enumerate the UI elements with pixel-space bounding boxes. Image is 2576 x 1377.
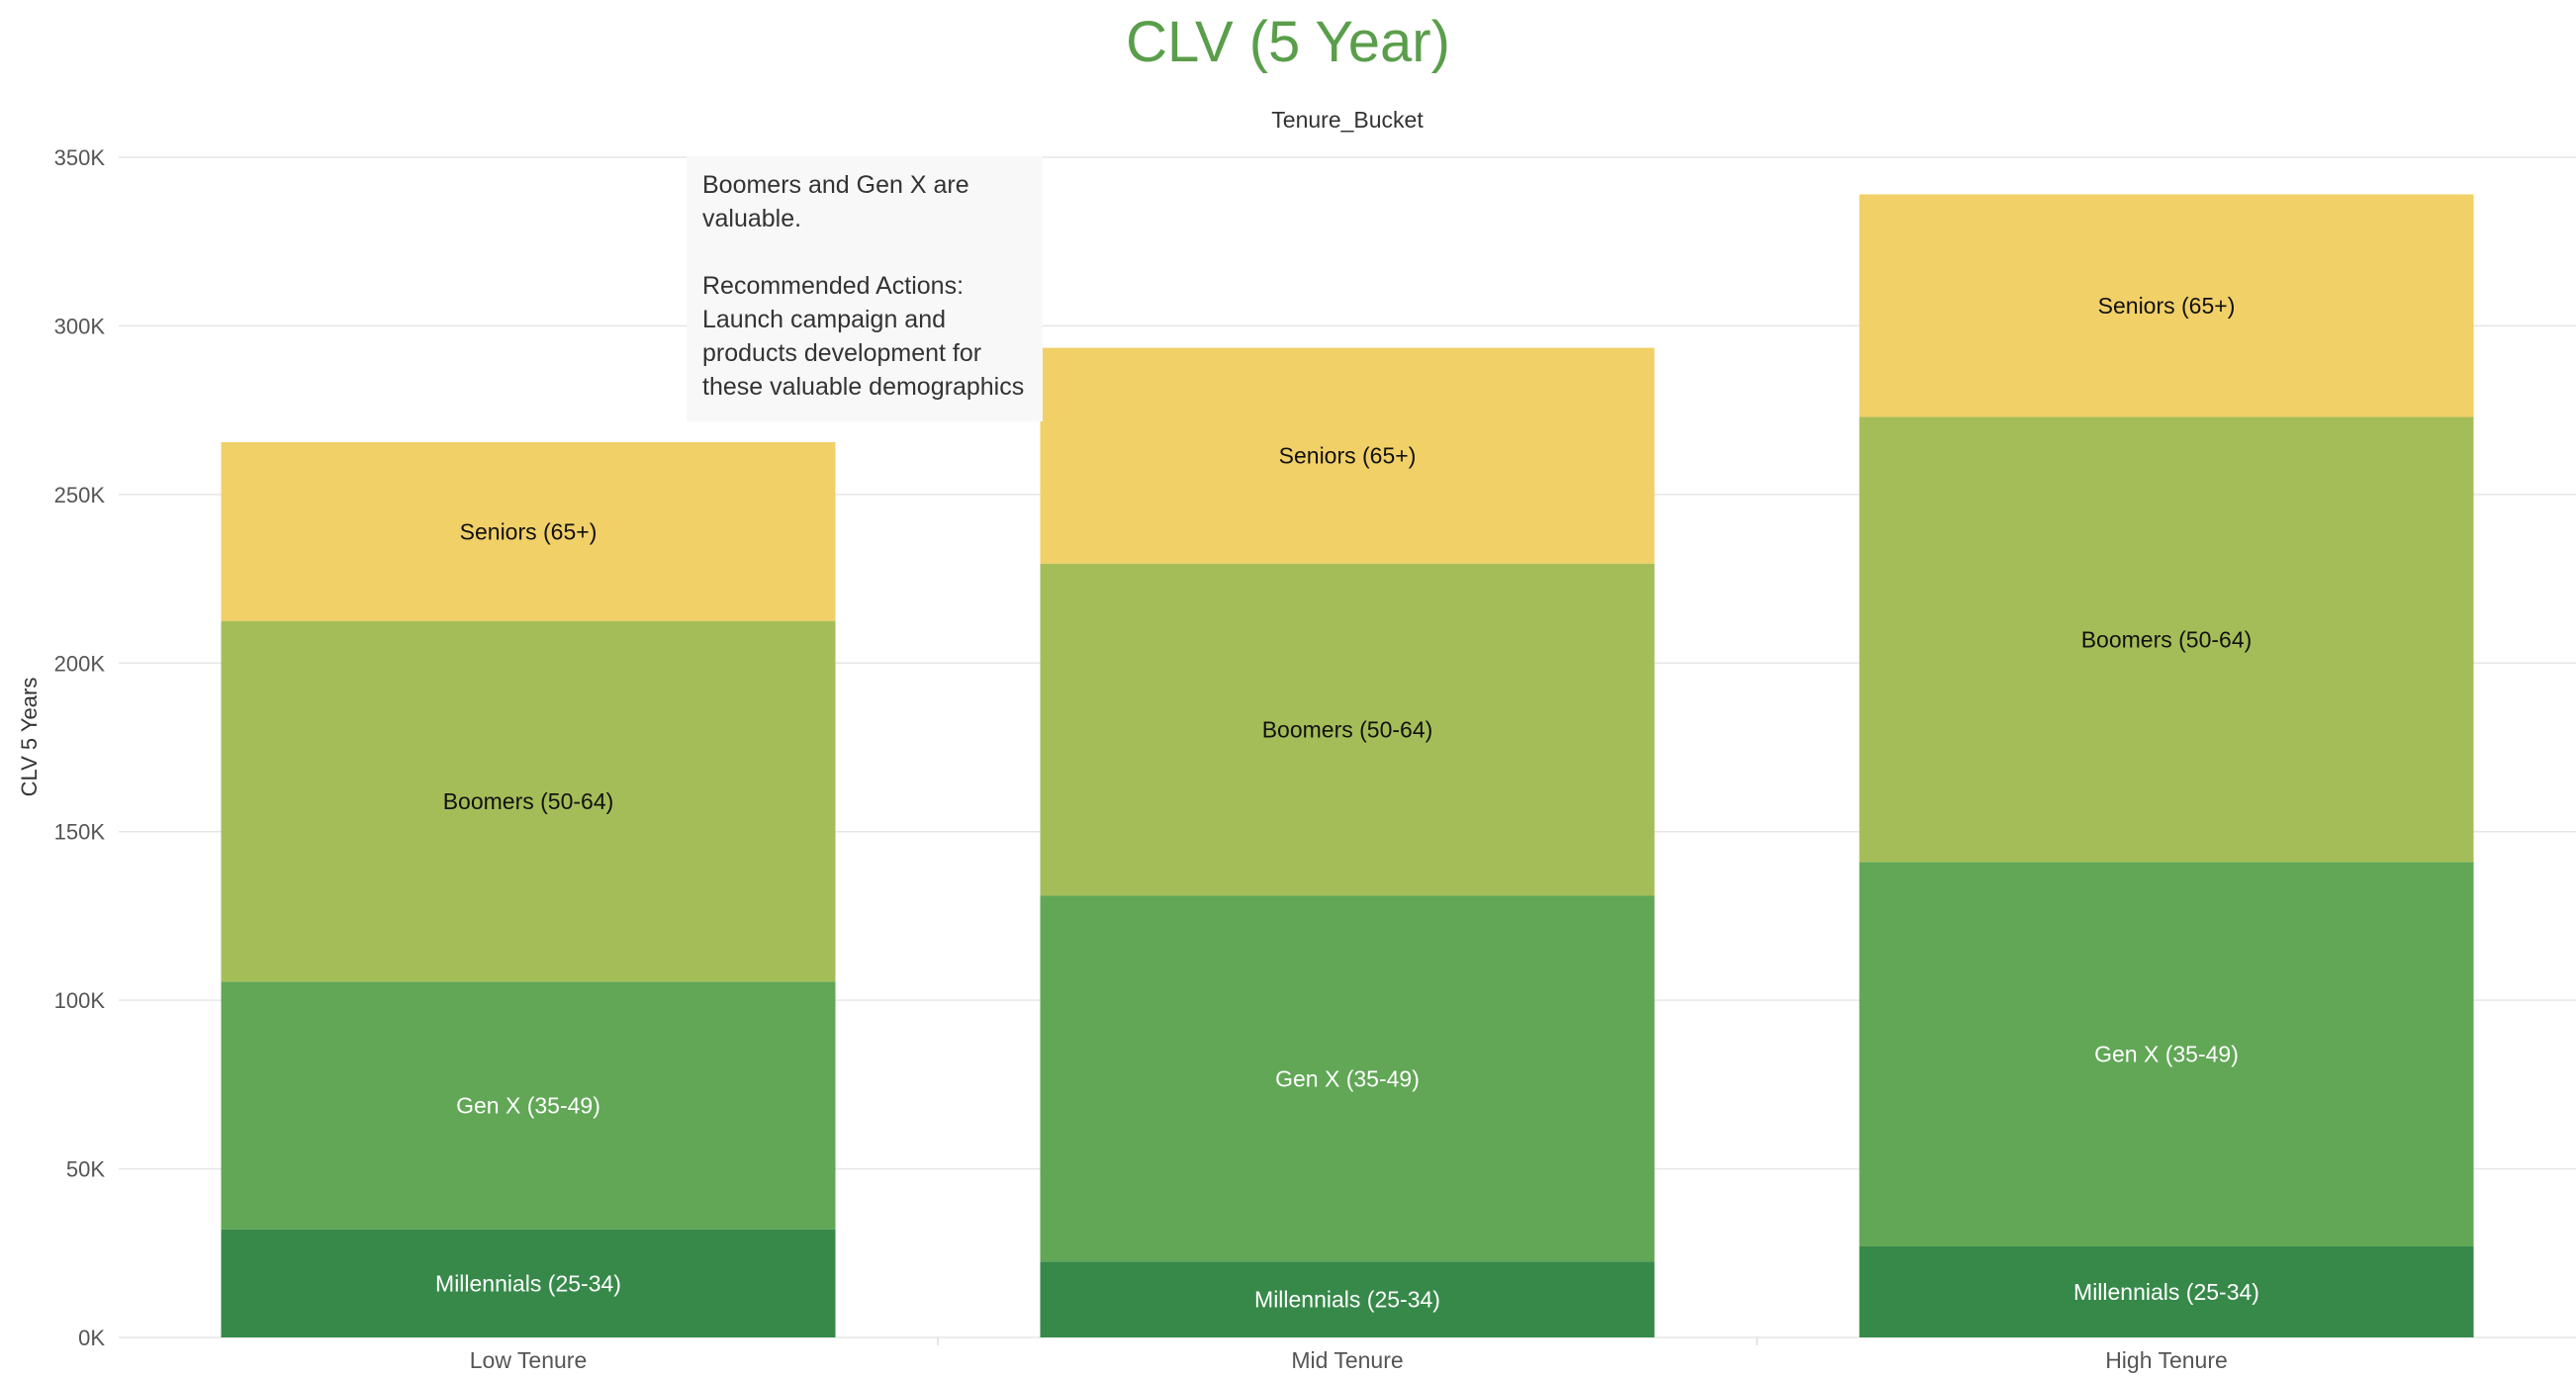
segment-label: Gen X (35-49) bbox=[1275, 1065, 1420, 1091]
bar-segment bbox=[1859, 862, 2474, 1246]
segment-label: Gen X (35-49) bbox=[456, 1093, 600, 1119]
segment-label: Millennials (25-34) bbox=[2073, 1279, 2259, 1305]
y-tick-label: 150K bbox=[54, 820, 106, 845]
bar-segment bbox=[1859, 194, 2474, 417]
bar-segment bbox=[1040, 563, 1655, 896]
y-tick-label: 250K bbox=[54, 483, 106, 507]
legend-title: Tenure_Bucket bbox=[1271, 107, 1424, 133]
segment-label: Boomers (50-64) bbox=[2081, 626, 2253, 652]
segment-label: Gen X (35-49) bbox=[2094, 1042, 2239, 1067]
annotation-line-2: Recommended Actions: Launch campaign and… bbox=[702, 272, 1025, 401]
bar-segment bbox=[1040, 1261, 1655, 1337]
y-tick-label: 100K bbox=[54, 988, 106, 1013]
x-tick-label: Mid Tenure bbox=[1291, 1347, 1403, 1373]
segment-label: Boomers (50-64) bbox=[1262, 717, 1433, 743]
segment-label: Seniors (65+) bbox=[2098, 293, 2236, 319]
y-tick-label: 200K bbox=[54, 651, 106, 676]
segment-label: Boomers (50-64) bbox=[443, 788, 614, 814]
bars: Millennials (25-34) Gen X (35-49) Boomers … bbox=[221, 194, 2474, 1337]
x-tick-label: High Tenure bbox=[2105, 1347, 2228, 1373]
bar-segment bbox=[221, 981, 836, 1230]
y-tick-label: 350K bbox=[54, 145, 106, 170]
y-tick-labels: 0K 50K 100K 150K 200K 250K 300K 350K bbox=[54, 145, 106, 1350]
segment-label: Seniors (65+) bbox=[1279, 443, 1417, 469]
bar-segment bbox=[221, 442, 836, 621]
y-axis-label: CLV 5 Years bbox=[17, 678, 42, 797]
y-tick-label: 0K bbox=[78, 1326, 105, 1350]
x-tick-labels: Low Tenure Mid Tenure High Tenure bbox=[470, 1337, 2228, 1373]
segment-label: Millennials (25-34) bbox=[435, 1270, 621, 1296]
annotation-line-1: Boomers and Gen X are valuable. bbox=[702, 171, 969, 232]
bar-segment bbox=[221, 1229, 836, 1337]
bar-segment bbox=[1859, 416, 2474, 863]
bar-segment bbox=[1040, 895, 1655, 1262]
y-tick-label: 50K bbox=[66, 1157, 105, 1182]
segment-label: Seniors (65+) bbox=[460, 518, 598, 544]
insight-annotation: Boomers and Gen X are valuable. Recommen… bbox=[687, 156, 1043, 421]
y-tick-label: 300K bbox=[54, 314, 106, 338]
bar-segment bbox=[221, 620, 836, 982]
x-tick-label: Low Tenure bbox=[470, 1347, 588, 1373]
bar-segment bbox=[1040, 347, 1655, 564]
bar-segment bbox=[1859, 1245, 2474, 1337]
chart-title: CLV (5 Year) bbox=[1126, 10, 1450, 74]
segment-label: Millennials (25-34) bbox=[1254, 1287, 1440, 1313]
